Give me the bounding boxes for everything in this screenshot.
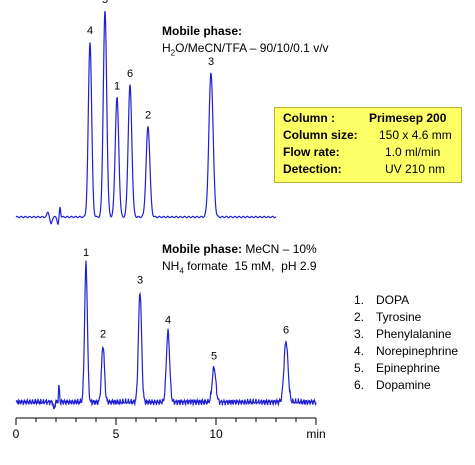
condition-column-label: Column : [283,111,335,125]
peak-label: 1 [83,247,89,259]
top-chromatogram: 4 5 16 2 3 [15,0,277,226]
peak-label: 6 [283,324,289,336]
mobile-phase-a-label: Mobile phase: [162,24,243,38]
peak-label: 2 [145,109,151,121]
legend-item: 5. Epinephrine [354,361,441,375]
peak-label: 4 [165,315,171,327]
legend-item: 3. Phenylalanine [354,327,452,341]
peak-label: 4 [87,25,93,37]
condition-size-label: Column size: [283,128,358,142]
bottom-chromatogram: 1 2 3 4 5 6 [15,247,317,410]
legend-item: 1. DOPA [354,293,410,307]
peak-label: 3 [208,56,214,68]
bottom-trace-line [15,260,317,410]
x-unit-label: min [306,427,325,441]
condition-flow-value: 1.0 ml/min [385,145,441,159]
peak-label: 1 [114,81,120,93]
mobile-phase-a-composition: H2O/MeCN/TFA – 90/10/0.1 v/v [162,41,329,58]
mobile-phase-b-label: Mobile phase: [162,242,243,256]
peak-label: 5 [211,351,217,363]
peak-label: 2 [100,328,106,340]
legend-item: 2. Tyrosine [354,310,422,324]
legend-item: 4. Norepinephrine [354,344,459,358]
condition-detection-value: UV 210 nm [385,162,446,176]
x-tick-label: 10 [209,427,223,441]
condition-flow-label: Flow rate: [283,145,340,159]
legend-item: 6. Dopamine [354,378,431,392]
condition-column-value: Primesep 200 [369,111,447,125]
condition-size-value: 150 x 4.6 mm [379,128,452,142]
mobile-phase-b-value: MeCN – 10% [242,242,317,256]
conditions-box: Column : Primesep 200 Column size: 150 x… [274,107,462,183]
x-tick-label: 5 [113,427,120,441]
peak-label: 3 [137,275,143,287]
condition-detection-label: Detection: [283,162,342,176]
top-trace-line [15,11,277,226]
peak-label: 6 [127,68,133,80]
x-tick-label: 0 [13,427,20,441]
mobile-phase-b: Mobile phase: MeCN – 10% [162,242,317,256]
x-axis: 0 5 10 min [13,417,326,441]
peak-label: 5 [102,0,108,6]
mobile-phase-b-buffer: NH4 formate 15 mM, pH 2.9 [162,259,317,276]
